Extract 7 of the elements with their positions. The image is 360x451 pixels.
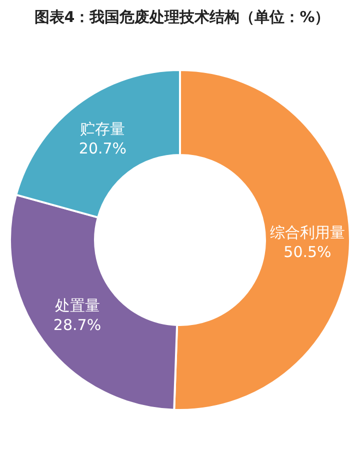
slice-label: 综合利用量 bbox=[270, 223, 345, 242]
slice-label: 处置量 bbox=[54, 296, 100, 315]
data-label: 28.7% bbox=[53, 316, 102, 334]
data-label: 50.5% bbox=[284, 242, 332, 261]
data-label: 20.7% bbox=[78, 139, 127, 158]
slice-label: 贮存量 bbox=[80, 120, 126, 138]
chart-title: 图表4：我国危废处理技术结构（单位：%） bbox=[33, 7, 331, 28]
